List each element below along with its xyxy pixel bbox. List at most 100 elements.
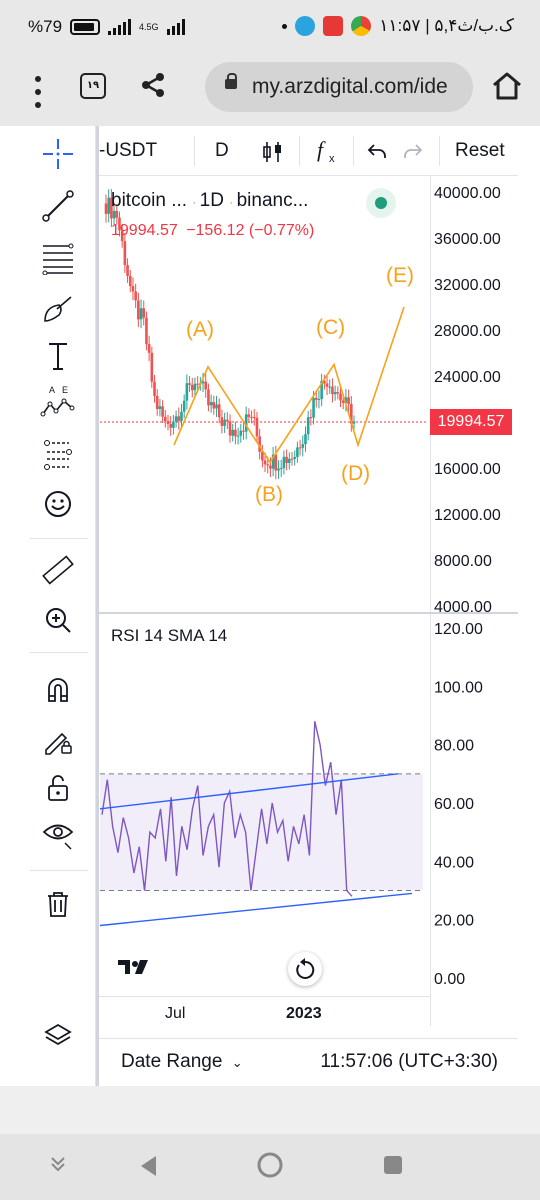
wave-label-a[interactable]: (A) (186, 318, 214, 341)
toolbar-divider (30, 538, 88, 539)
candle-body (115, 210, 119, 218)
share-icon[interactable] (138, 70, 168, 100)
candle-body (304, 434, 307, 445)
candle-body (118, 217, 121, 231)
wave-label-b[interactable]: (B) (255, 483, 283, 506)
price-axis-label: 24000.00 (434, 369, 501, 386)
unlock-icon[interactable] (38, 768, 78, 808)
candle-body (333, 392, 337, 395)
candle-body (239, 430, 243, 436)
lock-drawing-icon[interactable] (38, 720, 78, 760)
candle-body (147, 344, 151, 353)
chart-type-icon[interactable] (261, 140, 285, 164)
market-status-icon[interactable] (366, 188, 396, 218)
zoom-in-icon[interactable] (38, 600, 78, 640)
layers-icon[interactable] (38, 1016, 78, 1056)
candle-body (282, 456, 286, 469)
candle-body (150, 352, 154, 382)
candle-body (139, 308, 143, 320)
brush-icon[interactable] (38, 290, 78, 330)
candle-body (209, 402, 213, 406)
price-axis-label: 8000.00 (434, 553, 492, 570)
price-axis-label: 36000.00 (434, 231, 501, 248)
sidebar-edge (96, 126, 99, 1086)
network-type: 4.5G (139, 21, 159, 32)
candle-body (279, 468, 283, 470)
toolbar-divider (194, 136, 195, 166)
reset-button[interactable]: Reset (455, 140, 505, 161)
magnet-icon[interactable] (38, 670, 78, 710)
symbol-search[interactable]: -USDT (99, 140, 158, 161)
trend-line-icon[interactable] (38, 186, 78, 226)
legend-symbol: bitcoin ... (111, 190, 188, 211)
candle-body (344, 397, 348, 404)
candle-body (215, 404, 218, 409)
candle-body (309, 417, 313, 419)
price-axis-label: 40000.00 (434, 185, 501, 202)
rsi-axis-label: 60.00 (434, 796, 474, 813)
wave-label-e[interactable]: (E) (386, 264, 414, 287)
candle-body (247, 414, 251, 417)
address-bar[interactable]: my.arzdigital.com/ide (205, 62, 473, 112)
wave-label-c[interactable]: (C) (316, 316, 346, 339)
tab-switcher-button[interactable]: ۱۹ (80, 73, 106, 99)
redo-icon[interactable] (401, 140, 425, 164)
svg-text:f: f (317, 137, 326, 162)
svg-text:A: A (49, 385, 55, 395)
legend-values: 19994.57 −156.12 (−0.77%) (111, 222, 314, 240)
rsi-legend[interactable]: RSI 14 SMA 14 (111, 626, 228, 645)
clock-timezone[interactable]: 11:57:06 (UTC+3:30) (320, 1051, 498, 1072)
candle-body (341, 400, 345, 404)
candle-body (137, 300, 140, 320)
chart-legend[interactable]: bitcoin ... · 1D · binanc... (111, 190, 309, 211)
candle-body (153, 381, 156, 397)
candle-body (107, 197, 110, 214)
candle-body (274, 454, 278, 471)
candle-body (317, 398, 321, 400)
candle-body (120, 230, 124, 242)
candle-body (296, 447, 299, 457)
candle-body (336, 392, 340, 394)
undo-icon[interactable] (365, 140, 389, 164)
keyboard-down-icon[interactable] (48, 1154, 68, 1180)
candle-body (242, 430, 245, 432)
date-range-button[interactable]: Date Range ⌄ (121, 1051, 243, 1073)
recents-icon[interactable] (382, 1154, 404, 1176)
fib-retracement-icon[interactable] (38, 238, 78, 278)
text-tool-icon[interactable] (38, 336, 78, 376)
candle-body (155, 396, 159, 409)
interval-button[interactable]: D (215, 140, 229, 161)
time-axis[interactable]: Jul 2023 (99, 996, 430, 1026)
candle-body (131, 286, 135, 292)
home-nav-icon[interactable] (256, 1151, 284, 1179)
emoji-icon[interactable] (38, 484, 78, 524)
price-scale[interactable] (430, 176, 518, 1026)
home-icon[interactable] (490, 70, 524, 102)
status-right: ۱۱:۵۷ | ۵,۴ک.ب/ث (282, 16, 514, 36)
candle-body (196, 383, 199, 385)
scroll-to-realtime-icon[interactable] (288, 952, 322, 986)
pane-separator[interactable] (99, 612, 518, 614)
ruler-icon[interactable] (38, 550, 78, 590)
chart-canvas[interactable]: 40000.00 36000.00 32000.00 28000.00 24000.00… (22, 126, 518, 1086)
back-icon[interactable] (138, 1154, 160, 1178)
browser-menu-icon[interactable] (30, 72, 46, 112)
elliott-wave-line (173, 306, 405, 464)
candle-body (350, 403, 353, 424)
crosshair-icon[interactable] (38, 134, 78, 174)
visibility-icon[interactable] (38, 814, 78, 854)
prediction-tool-icon[interactable] (38, 434, 78, 474)
trash-icon[interactable] (38, 884, 78, 924)
url-text: my.arzdigital.com/ide (252, 75, 448, 98)
candle-body (182, 400, 186, 412)
candle-body (166, 420, 170, 424)
chrome-icon (351, 16, 372, 36)
rsi-axis-label: 80.00 (434, 738, 474, 755)
candle-body (110, 197, 113, 219)
wave-label-d[interactable]: (D) (341, 462, 371, 485)
candle-body (266, 464, 270, 466)
rsi-channel-lower (99, 892, 413, 927)
